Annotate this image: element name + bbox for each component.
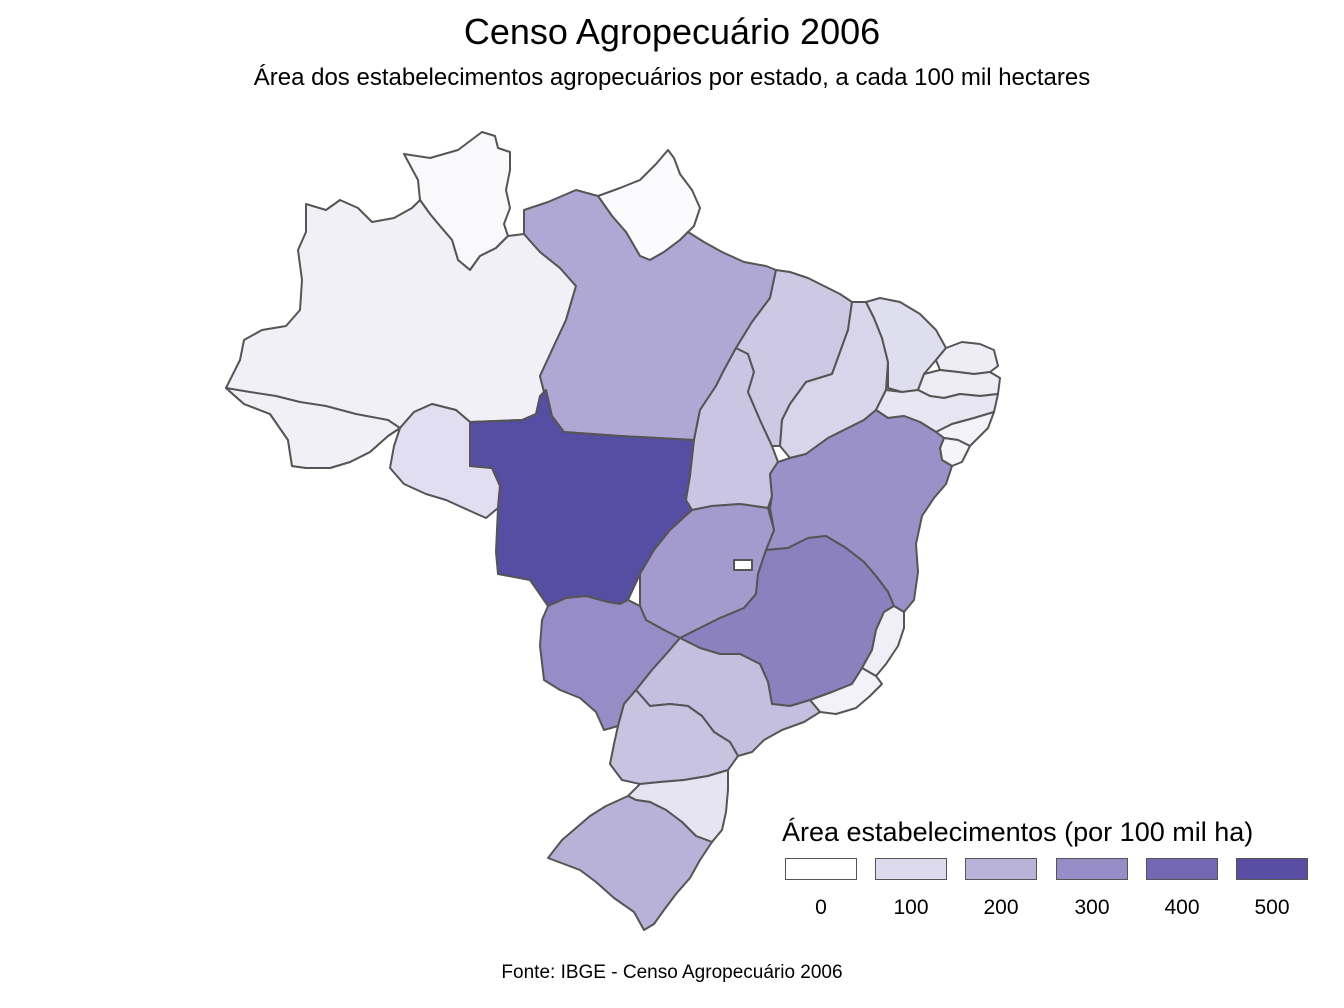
legend-swatch [785,858,857,880]
legend-title: Área estabelecimentos (por 100 mil ha) [782,817,1254,847]
legend-item: 500 [1236,858,1308,922]
state-espirito-santo[interactable] [861,605,905,677]
legend-swatch [965,858,1037,880]
legend-swatch [1236,858,1308,880]
legend-item: 100 [875,858,947,922]
legend-label: 500 [1254,896,1290,919]
state-rio-grande-do-sul[interactable] [547,795,713,931]
legend-item: 400 [1146,858,1218,922]
legend-label: 100 [893,896,929,919]
map-subtitle: Área dos estabelecimentos agropecuários … [253,64,1091,91]
state-distrito-federal[interactable] [733,559,753,571]
state-rio-de-janeiro[interactable] [809,667,883,715]
map-title: Censo Agropecuário 2006 [463,11,881,52]
legend-label: 300 [1074,896,1110,919]
legend-swatch [875,858,947,880]
legend-label: 200 [983,896,1019,919]
legend-swatch [1056,858,1128,880]
legend-label: 400 [1164,896,1200,919]
legend-label: 0 [815,896,827,919]
legend-item: 0 [785,858,857,922]
legend-item: 200 [965,858,1037,922]
legend-swatch [1146,858,1218,880]
state-acre[interactable] [225,387,401,469]
legend-item: 300 [1056,858,1128,922]
source-caption: Fonte: IBGE - Censo Agropecuário 2006 [501,962,843,983]
